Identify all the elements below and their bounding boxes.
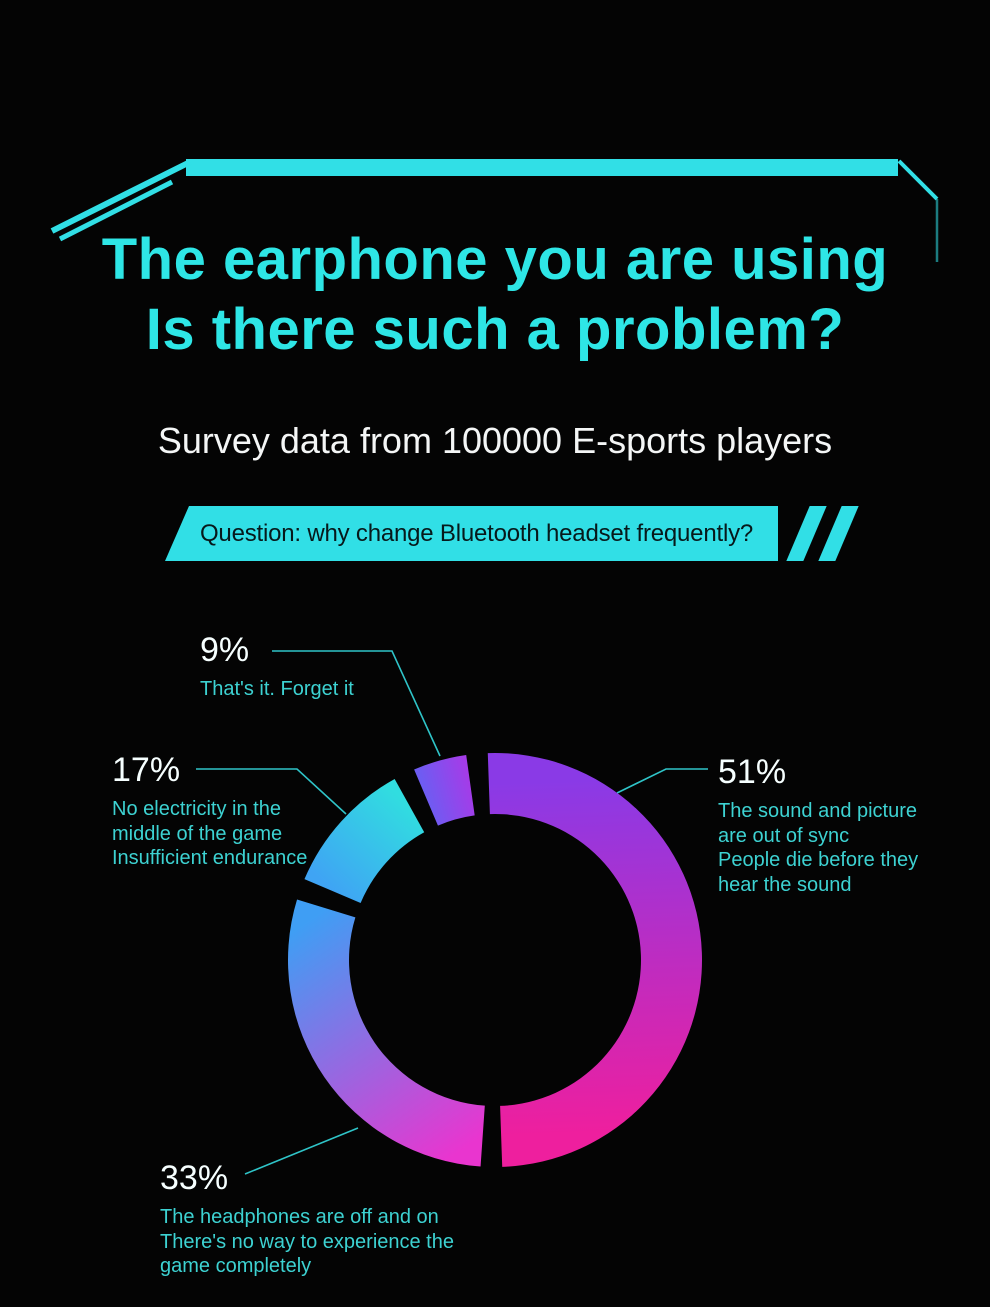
banner-stripe-icon — [818, 506, 859, 561]
label-group-33: 33% The headphones are off and on There'… — [160, 1158, 454, 1279]
survey-subtitle: Survey data from 100000 E-sports players — [157, 420, 833, 461]
percent-label: 9% — [200, 631, 250, 669]
question-banner-text: Question: why change Bluetooth headset f… — [199, 520, 754, 547]
percent-label: 33% — [160, 1159, 229, 1197]
donut-segment-51 — [487, 753, 702, 1167]
percent-label: 17% — [112, 751, 181, 789]
label-group-17: 17% No electricity in the middle of the … — [112, 750, 307, 871]
page-title-line1: The earphone you are using — [101, 227, 889, 292]
label-group-9: 9% That's it. Forget it — [200, 630, 354, 702]
percent-description: No electricity in the middle of the game… — [112, 798, 308, 869]
donut-segment-17 — [304, 778, 425, 903]
percent-description: That's it. Forget it — [200, 678, 354, 700]
donut-segment-9 — [414, 755, 475, 826]
label-group-51: 51% The sound and picture are out of syn… — [718, 752, 918, 897]
percent-label: 51% — [718, 753, 787, 791]
donut-segment-33 — [288, 899, 485, 1167]
frame-top-bar — [186, 159, 898, 176]
question-banner: Question: why change Bluetooth headset f… — [165, 506, 778, 561]
frame-right-diagonal — [897, 159, 939, 201]
percent-description: The headphones are off and on There's no… — [160, 1206, 454, 1277]
percent-description: The sound and picture are out of sync Pe… — [718, 800, 919, 896]
page-title-line2: Is there such a problem? — [145, 297, 845, 362]
donut-chart — [288, 753, 702, 1167]
frame-corner-diagonal-1 — [50, 159, 192, 234]
